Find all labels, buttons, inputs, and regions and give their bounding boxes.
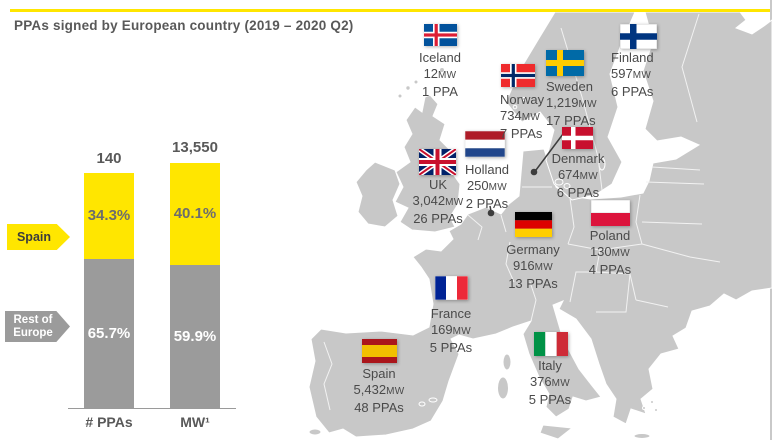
country-ppa-count: 17 PPAs — [546, 113, 596, 128]
country-label-poland: Poland 130MW 4 PPAs — [578, 228, 642, 278]
country-capacity: 3,042MW — [412, 193, 464, 208]
holland-marker-dot — [487, 209, 495, 217]
bar-segment-spain: 34.3% — [84, 173, 134, 259]
denmark-marker-dot — [530, 168, 538, 176]
segment-label: 59.9% — [173, 327, 217, 345]
country-capacity: 1,219MW — [546, 95, 597, 110]
country-capacity: 169MW — [430, 322, 472, 337]
country-label-sweden: Sweden 1,219MW 17 PPAs — [546, 79, 606, 129]
country-name: Sweden — [546, 79, 593, 94]
country-label-finland: Finland 597MW 6 PPAs — [611, 50, 671, 100]
country-name: Finland — [611, 50, 654, 65]
country-ppa-count: 7 PPAs — [500, 126, 543, 141]
country-ppa-count: 4 PPAs — [588, 262, 632, 277]
x-axis-label-ppas: # PPAs — [85, 414, 133, 430]
denmark-callout-line — [535, 133, 564, 171]
country-label-france: France 169MW 5 PPAs — [417, 306, 485, 356]
country-label-holland: Holland 250MW 2 PPAs — [454, 162, 520, 212]
iceland-flag-icon — [424, 24, 457, 46]
uk-flag-icon — [417, 146, 458, 178]
italy-flag-icon — [534, 332, 568, 356]
country-ppa-count: 48 PPAs — [354, 400, 404, 415]
country-name: UK — [428, 177, 448, 192]
country-ppa-count: 6 PPAs — [611, 84, 654, 99]
segment-label: 65.7% — [87, 324, 131, 342]
country-ppa-count: 6 PPAs — [556, 185, 600, 200]
poland-flag-icon — [590, 199, 631, 226]
stacked-bar-ppas: 34.3% 65.7% — [84, 173, 134, 408]
legend-tag-rest-of-europe: Rest of Europe — [5, 311, 70, 342]
france-flag-icon — [434, 275, 469, 301]
country-label-italy: Italy 376MW 5 PPAs — [514, 358, 586, 408]
country-label-uk: UK 3,042MW 26 PPAs — [398, 177, 478, 227]
country-capacity: 250MW — [466, 178, 508, 193]
x-axis-line — [68, 408, 236, 409]
denmark-flag-icon — [562, 127, 593, 149]
country-capacity: 5,432MW — [353, 382, 405, 397]
country-capacity: 674MW — [557, 167, 599, 182]
holland-flag-icon — [464, 130, 506, 158]
country-label-germany: Germany 916MW 13 PPAs — [495, 242, 571, 292]
country-capacity: 916MW — [512, 258, 554, 273]
country-capacity: 597MW — [611, 66, 652, 81]
country-ppa-count: 5 PPAs — [429, 340, 473, 355]
country-name: Poland — [589, 228, 631, 243]
country-ppa-count: 13 PPAs — [508, 276, 558, 291]
segment-label: 34.3% — [87, 207, 131, 225]
bar-segment-spain: 40.1% — [170, 163, 220, 265]
top-accent-rule — [10, 9, 770, 12]
bar-total-ppas: 140 — [96, 150, 122, 167]
country-name: Germany — [506, 242, 560, 257]
segment-label: 40.1% — [173, 205, 217, 223]
norway-flag-icon — [501, 64, 535, 87]
bar-segment-rest-of-europe: 65.7% — [84, 258, 134, 408]
x-axis-label-mw: MW¹ — [180, 414, 210, 430]
page-title: PPAs signed by European country (2019 – … — [14, 18, 354, 33]
country-ppa-count: 5 PPAs — [528, 392, 572, 407]
germany-flag-icon — [515, 212, 552, 237]
country-label-norway: Norway 734MW 7 PPAs — [500, 92, 550, 142]
scandinavia-shape — [505, 12, 636, 201]
country-name: Norway — [500, 92, 545, 107]
country-name: France — [430, 306, 472, 321]
country-label-spain: Spain 5,432MW 48 PPAs — [341, 366, 417, 416]
finland-flag-icon — [619, 23, 658, 50]
bar-total-mw: 13,550 — [172, 139, 218, 156]
sweden-flag-icon — [546, 50, 584, 76]
country-ppa-count: 1 PPA — [422, 84, 458, 99]
country-capacity: 130MW — [589, 244, 631, 259]
ireland-shape — [355, 161, 401, 228]
spain-flag-icon — [362, 339, 397, 363]
country-label-denmark: Denmark 674MW 6 PPAs — [544, 151, 612, 201]
stacked-bar-mw: 40.1% 59.9% — [170, 163, 220, 408]
country-name: Spain — [362, 366, 396, 381]
country-name: Iceland — [419, 50, 461, 65]
country-name: Denmark — [551, 151, 605, 166]
legend-tag-spain: Spain — [7, 224, 70, 250]
bar-segment-rest-of-europe: 59.9% — [170, 264, 220, 408]
country-label-iceland: Iceland 12MW 1 PPA — [408, 50, 472, 100]
country-ppa-count: 26 PPAs — [413, 211, 463, 226]
country-ppa-count: 2 PPAs — [465, 196, 509, 211]
country-capacity: 376MW — [529, 374, 571, 389]
country-name: Italy — [538, 358, 562, 373]
country-capacity: 12MW — [423, 66, 457, 81]
country-capacity: 734MW — [500, 108, 541, 123]
country-name: Holland — [464, 162, 510, 177]
